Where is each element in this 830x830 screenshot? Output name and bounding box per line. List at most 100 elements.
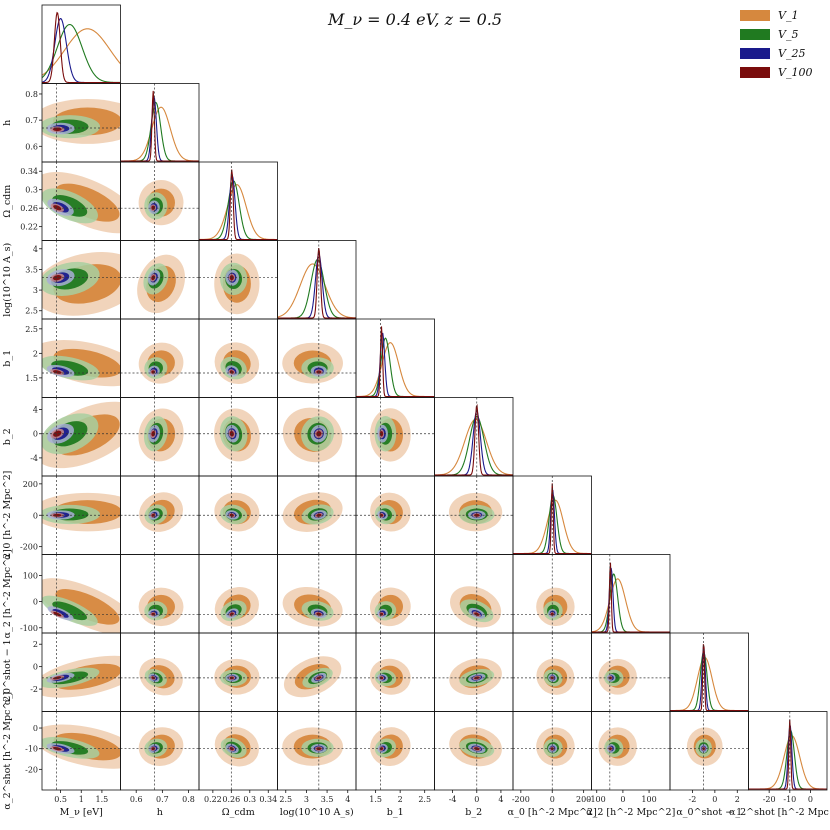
ytick-label: -100 (20, 624, 38, 633)
panel-7-3 (277, 554, 357, 634)
xtick-label: 4 (498, 795, 503, 804)
panel-4-0: 1.5 2 2.5 (25, 318, 121, 398)
ytick-label: 0 (33, 430, 38, 439)
marginal-v-1-param-8 (670, 656, 749, 712)
xtick-label: 1.5 (96, 795, 109, 804)
panel-1-1 (120, 83, 200, 163)
panel-8-2 (198, 632, 278, 712)
legend-swatch-v1 (740, 10, 770, 21)
xaxis-label-6: α_0 [h^-2 Mpc^2] (508, 807, 597, 818)
xtick-label: 1 (79, 795, 84, 804)
ytick-label: -20 (25, 765, 38, 774)
yaxis-label-4: b_1 (2, 350, 13, 367)
ytick-label: 0 (33, 598, 38, 607)
xaxis-label-0: M_ν [eV] (60, 807, 103, 818)
legend-item-v100: V_100 (740, 63, 820, 82)
xtick-label: 0.8 (182, 795, 195, 804)
panel-9-4: 1.5 2 2.5 (355, 711, 435, 804)
marginal-v-100-param-4 (356, 326, 435, 398)
panel-8-8 (669, 632, 749, 712)
xtick-label: 0.34 (259, 795, 277, 804)
panel-9-2: 0.22 0.26 0.3 0.34 (198, 711, 278, 804)
xaxis-label-7: α_2 [h^-2 Mpc^2] (586, 807, 675, 818)
xtick-label: 0 (712, 795, 717, 804)
panel-8-4 (355, 632, 435, 712)
panel-6-6 (512, 475, 592, 555)
marginal-v-25-param-8 (670, 646, 749, 712)
panel-8-3 (277, 632, 357, 712)
panel-8-5 (434, 632, 514, 712)
yaxis-label-9: α_2^shot [h^-2 Mpc^2] (2, 692, 13, 810)
xtick-label: 0 (474, 795, 479, 804)
panel-7-2 (198, 554, 278, 634)
panel-frame-9-9 (748, 711, 828, 791)
panel-8-7 (591, 632, 671, 712)
marginal-v-100-param-0 (42, 11, 121, 84)
xtick-label: -2 (689, 795, 697, 804)
xtick-label: 0.6 (130, 795, 143, 804)
panel-7-0: -100 0 100 (20, 554, 121, 634)
panel-2-2 (198, 161, 278, 241)
xtick-label: 0.22 (204, 795, 222, 804)
contour-68-v-100-2-0 (53, 205, 62, 211)
xtick-label: 1.5 (369, 795, 382, 804)
panel-5-3 (277, 397, 357, 477)
xtick-label: -100 (588, 795, 606, 804)
contour-68-v-100-3-0 (52, 275, 62, 281)
marginal-v-5-param-8 (670, 651, 749, 712)
contour-68-v-100-5-0 (53, 430, 62, 437)
marginal-v-5-param-4 (356, 337, 435, 398)
legend-label-v25: V_25 (778, 47, 806, 60)
yaxis-label-6: α_0 [h^-2 Mpc^2] (2, 471, 13, 560)
xtick-label: 2.5 (418, 795, 431, 804)
panel-frame-4-4 (355, 318, 435, 398)
ytick-label: 0.22 (20, 223, 38, 232)
yaxis-label-1: h (2, 120, 13, 126)
marginal-v-100-param-9 (748, 719, 827, 790)
ytick-label: 0.34 (20, 167, 38, 176)
xtick-label: 0.7 (156, 795, 169, 804)
panel-6-3 (277, 475, 357, 555)
ytick-label: 2.5 (25, 307, 38, 316)
ytick-label: 2.5 (25, 325, 38, 334)
panel-6-2 (198, 475, 278, 555)
marginal-v-100-param-5 (434, 403, 513, 476)
ytick-label: -200 (20, 543, 38, 552)
panel-9-3: 2.5 3 3.5 4 (277, 711, 357, 804)
ytick-label: -10 (25, 745, 38, 754)
xtick-label: 0 (808, 795, 813, 804)
panel-9-6: -200 0 200 (512, 711, 592, 804)
yaxis-label-2: Ω_cdm (2, 185, 13, 218)
ytick-label: 2 (33, 640, 38, 649)
xaxis-label-8: α_0^shot − 1 (676, 807, 742, 818)
panel-9-0: 0.5 1 1.5 -20 -10 0 (25, 711, 121, 804)
xtick-label: -20 (763, 795, 776, 804)
panel-5-1 (120, 397, 200, 477)
panel-5-4 (355, 397, 435, 477)
ytick-label: 0 (33, 511, 38, 520)
panel-9-7: -100 0 100 (588, 711, 671, 804)
xtick-label: 4 (345, 795, 350, 804)
panel-4-2 (198, 318, 278, 398)
marginal-v-100-param-6 (513, 483, 592, 555)
panel-2-1 (120, 161, 200, 241)
legend-item-v1: V_1 (740, 6, 820, 25)
xtick-label: 0.3 (243, 795, 256, 804)
ytick-label: 0 (33, 663, 38, 672)
panel-3-1 (120, 240, 200, 320)
panel-9-8: -2 0 2 (669, 711, 749, 804)
marginal-v-1-param-2 (199, 184, 278, 241)
panel-3-2 (198, 240, 278, 320)
ytick-label: 3 (33, 286, 38, 295)
contour-68-v-100-9-0 (52, 747, 62, 751)
legend-swatch-v100 (740, 67, 770, 78)
xaxis-label-2: Ω_cdm (222, 807, 255, 818)
marginal-v-100-param-7 (591, 562, 670, 633)
ytick-label: -4 (30, 454, 38, 463)
xaxis-label-3: log(10^10 A_s) (280, 807, 354, 818)
contour-68-v-100-7-6 (550, 612, 554, 616)
marginal-v-100-param-1 (120, 90, 199, 162)
marginal-v-100-param-2 (199, 169, 278, 241)
panel-8-1 (120, 632, 200, 712)
